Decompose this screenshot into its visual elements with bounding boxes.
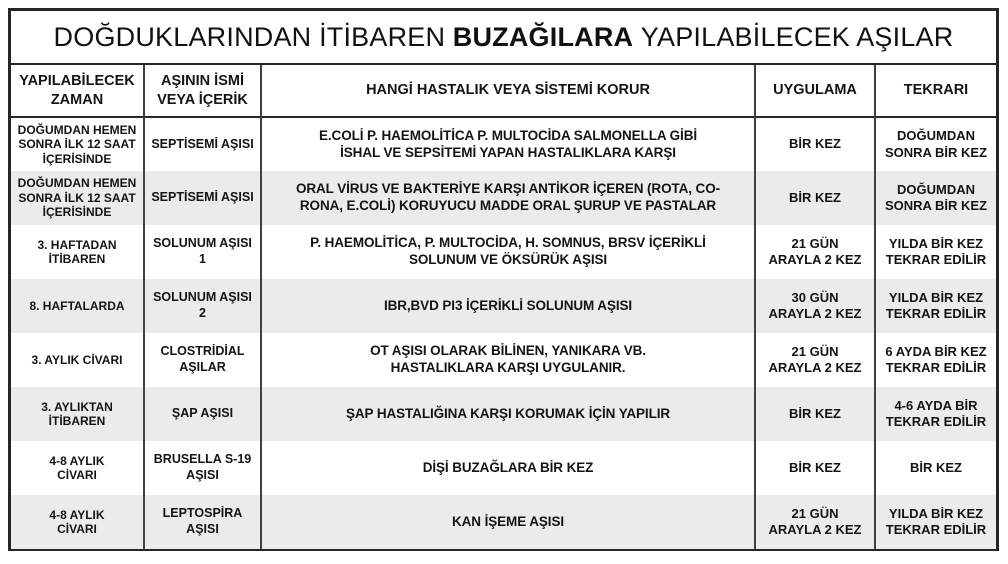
table-row: 3. AYLIKTAN İTİBAREN ŞAP AŞISI ŞAP HASTA… <box>11 387 996 441</box>
cell-repeat: 6 AYDA BİR KEZ TEKRAR EDİLİR <box>874 333 996 387</box>
cell-time: 3. AYLIKTAN İTİBAREN <box>41 399 113 428</box>
cell-application: 21 GÜN ARAYLA 2 KEZ <box>754 495 875 549</box>
cell-time: 3. HAFTADAN İTİBAREN <box>37 237 117 266</box>
cell-vaccine: BRUSELLA S-19 AŞISI <box>143 441 261 495</box>
cell-vaccine: ŞAP AŞISI <box>143 387 261 441</box>
cell-application: BİR KEZ <box>754 171 875 225</box>
cell-disease: ORAL VİRUS VE BAKTERİYE KARŞI ANTİKOR İÇ… <box>260 171 755 225</box>
cell-vaccine: SOLUNUM AŞISI 2 <box>143 279 261 333</box>
header-row: YAPILABİLECEK ZAMAN AŞININ İSMİ VEYA İÇE… <box>11 65 996 117</box>
cell-repeat: BİR KEZ <box>874 441 996 495</box>
column-header-vaccine: AŞININ İSMİ VEYA İÇERİK <box>143 65 261 117</box>
column-header-disease: HANGİ HASTALIK VEYA SİSTEMİ KORUR <box>260 65 755 117</box>
cell-time: DOĞUMDAN HEMEN SONRA İLK 12 SAAT İÇERİSİ… <box>17 122 137 166</box>
page-title-post: YAPILABİLECEK AŞILAR <box>640 21 954 52</box>
cell-time: 8. HAFTALARDA <box>29 298 125 313</box>
page-title-bold: BUZAĞILARA <box>452 21 634 52</box>
cell-vaccine: SEPTİSEMİ AŞISI <box>143 117 261 171</box>
cell-time: 4-8 AYLIK CİVARI <box>49 453 105 482</box>
cell-repeat: 4-6 AYDA BİR TEKRAR EDİLİR <box>874 387 996 441</box>
cell-time: 3. AYLIK CİVARI <box>31 352 123 367</box>
cell-disease: ŞAP HASTALIĞINA KARŞI KORUMAK İÇİN YAPIL… <box>260 387 755 441</box>
cell-time: DOĞUMDAN HEMEN SONRA İLK 12 SAAT İÇERİSİ… <box>17 176 137 220</box>
cell-repeat: YILDA BİR KEZ TEKRAR EDİLİR <box>874 279 996 333</box>
table-row: 3. AYLIK CİVARI CLOSTRİDİAL AŞILAR OT AŞ… <box>11 333 996 387</box>
page-title: DOĞDUKLARINDAN İTİBAREN BUZAĞILARA YAPIL… <box>11 11 996 65</box>
table-row: DOĞUMDAN HEMEN SONRA İLK 12 SAAT İÇERİSİ… <box>11 117 996 171</box>
table-row: 4-8 AYLIK CİVARI BRUSELLA S-19 AŞISI DİŞ… <box>11 441 996 495</box>
cell-application: BİR KEZ <box>754 117 875 171</box>
vaccination-schedule-table: DOĞDUKLARINDAN İTİBAREN BUZAĞILARA YAPIL… <box>8 8 999 551</box>
table-row: 3. HAFTADAN İTİBAREN SOLUNUM AŞISI 1 P. … <box>11 225 996 279</box>
table-row: DOĞUMDAN HEMEN SONRA İLK 12 SAAT İÇERİSİ… <box>11 171 996 225</box>
cell-application: 30 GÜN ARAYLA 2 KEZ <box>754 279 875 333</box>
cell-repeat: YILDA BİR KEZ TEKRAR EDİLİR <box>874 225 996 279</box>
table-row: 8. HAFTALARDA SOLUNUM AŞISI 2 IBR,BVD PI… <box>11 279 996 333</box>
column-header-application: UYGULAMA <box>754 65 875 117</box>
cell-vaccine: SEPTİSEMİ AŞISI <box>143 171 261 225</box>
page-title-pre: DOĞDUKLARINDAN İTİBAREN <box>53 21 446 52</box>
cell-disease: IBR,BVD PI3 İÇERİKLİ SOLUNUM AŞISI <box>260 279 755 333</box>
cell-repeat: YILDA BİR KEZ TEKRAR EDİLİR <box>874 495 996 549</box>
cell-disease: OT AŞISI OLARAK BİLİNEN, YANIKARA VB. HA… <box>260 333 755 387</box>
table-row: 4-8 AYLIK CİVARI LEPTOSPİRA AŞISI KAN İŞ… <box>11 495 996 549</box>
cell-repeat: DOĞUMDAN SONRA BİR KEZ <box>874 117 996 171</box>
cell-time: 4-8 AYLIK CİVARI <box>49 507 105 536</box>
cell-disease: P. HAEMOLİTİCA, P. MULTOCİDA, H. SOMNUS,… <box>260 225 755 279</box>
column-header-time: YAPILABİLECEK ZAMAN <box>19 73 135 108</box>
cell-application: 21 GÜN ARAYLA 2 KEZ <box>754 225 875 279</box>
cell-repeat: DOĞUMDAN SONRA BİR KEZ <box>874 171 996 225</box>
cell-vaccine: LEPTOSPİRA AŞISI <box>143 495 261 549</box>
cell-application: BİR KEZ <box>754 387 875 441</box>
cell-disease: E.COLİ P. HAEMOLİTİCA P. MULTOCİDA SALMO… <box>260 117 755 171</box>
cell-application: 21 GÜN ARAYLA 2 KEZ <box>754 333 875 387</box>
schedule-table: YAPILABİLECEK ZAMAN AŞININ İSMİ VEYA İÇE… <box>11 65 996 549</box>
cell-vaccine: CLOSTRİDİAL AŞILAR <box>143 333 261 387</box>
cell-vaccine: SOLUNUM AŞISI 1 <box>143 225 261 279</box>
cell-disease: KAN İŞEME AŞISI <box>260 495 755 549</box>
column-header-repeat: TEKRARI <box>874 65 996 117</box>
cell-disease: DİŞİ BUZAĞLARA BİR KEZ <box>260 441 755 495</box>
cell-application: BİR KEZ <box>754 441 875 495</box>
